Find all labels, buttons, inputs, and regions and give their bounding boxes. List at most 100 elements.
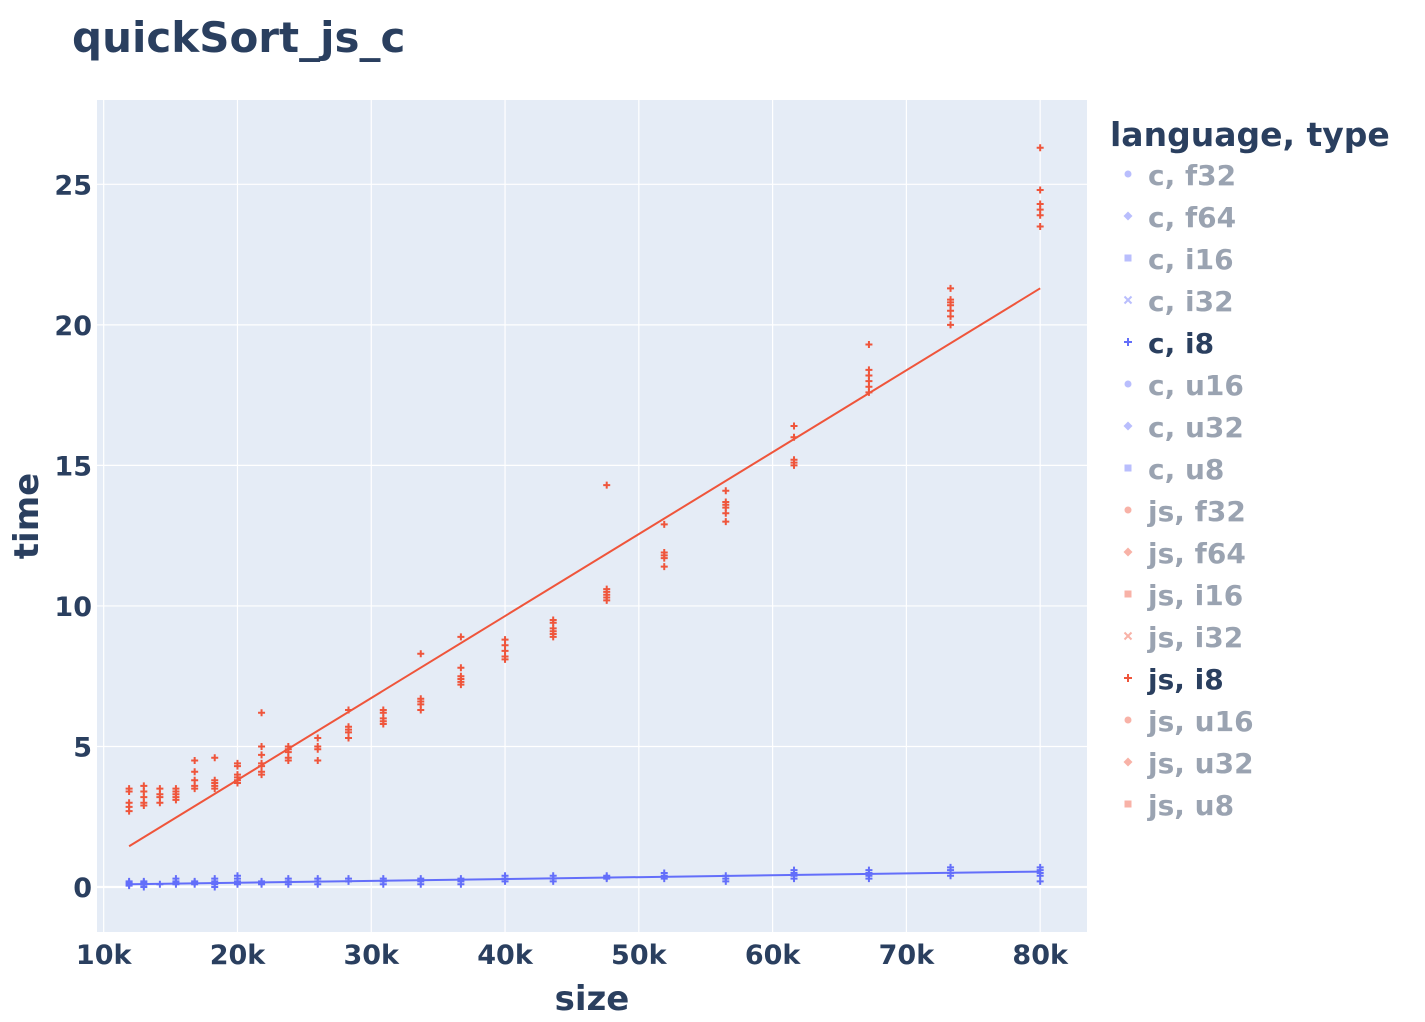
y-tick-label: 0 [73,873,92,904]
grid [97,100,1087,932]
legend-item[interactable]: js, i16 [1124,579,1244,612]
legend-item-label: js, u32 [1147,747,1254,780]
data-point [549,616,557,624]
data-point [1036,186,1044,194]
legend-item-label: js, i32 [1147,621,1243,654]
data-point [1036,222,1044,230]
trend-lines [128,287,1041,886]
data-point [211,875,219,883]
data-point [233,771,241,779]
legend-marker-icon [1123,757,1133,767]
data-point [314,734,322,742]
data-point [211,754,219,762]
x-tick-label: 30k [343,940,400,971]
legend-item[interactable]: c, u32 [1123,411,1244,444]
legend-marker-icon [1124,674,1132,682]
data-point [156,880,164,888]
data-point [258,742,266,750]
legend-title: language, type [1110,115,1390,154]
legend-item[interactable]: js, f32 [1124,495,1246,528]
legend-item[interactable]: c, f64 [1123,201,1237,234]
data-point [191,877,199,885]
data-point [314,757,322,765]
data-point [191,776,199,784]
data-point [233,872,241,880]
data-point [314,742,322,750]
data-point [345,706,353,714]
chart-title: quickSort_js_c [72,13,405,62]
legend-item-label: js, u16 [1147,705,1254,738]
legend-item[interactable]: c, u16 [1124,369,1244,402]
legend-item-label: js, f64 [1147,537,1246,570]
trend-line [128,287,1041,848]
legend-item[interactable]: js, f64 [1123,537,1246,570]
legend-marker-icon [1124,254,1132,262]
data-point [603,585,611,593]
data-point [722,872,730,880]
legend-item[interactable]: js, i8 [1124,663,1224,696]
data-point [284,742,292,750]
legend-item[interactable]: c, i16 [1124,243,1234,276]
y-tick-label: 15 [54,451,92,482]
data-point [501,636,509,644]
legend-item[interactable]: c, i32 [1123,285,1234,318]
y-axis-ticks: 0 5 10 15 20 25 [54,170,92,904]
legend-marker-icon [1123,547,1133,557]
legend-item[interactable]: c, f32 [1124,159,1237,192]
x-tick-label: 10k [76,940,133,971]
data-point [947,321,955,329]
legend-items[interactable]: c, f32 c, f64 c, i16 c, i32 c, i8 c, u16 c, u3… [1123,159,1254,822]
data-point [379,706,387,714]
data-point [140,782,148,790]
legend-item-label: c, f32 [1148,159,1236,192]
data-points [125,144,1044,891]
data-point [947,863,955,871]
legend-marker-icon [1124,716,1132,724]
data-point [233,759,241,767]
data-point [790,433,798,441]
legend-item[interactable]: js, i32 [1123,621,1244,654]
legend-marker-icon [1123,211,1133,221]
data-point [258,709,266,717]
data-point [660,869,668,877]
legend-marker-icon [1123,421,1133,431]
y-axis-label: time [7,473,47,559]
data-point [417,875,425,883]
data-point [1036,200,1044,208]
data-point [603,481,611,489]
x-axis-ticks: 10k 20k 30k 40k 50k 60k 70k 80k [76,940,1069,971]
data-point [947,284,955,292]
x-tick-label: 40k [477,940,534,971]
data-point [284,875,292,883]
legend-item[interactable]: js, u32 [1123,747,1254,780]
legend-marker-icon [1124,380,1132,388]
legend-marker-icon [1124,800,1132,808]
data-point [211,776,219,784]
legend-item[interactable]: c, u8 [1124,453,1225,486]
legend-item[interactable]: js, u8 [1124,789,1235,822]
data-point [947,296,955,304]
legend-item-label: js, i16 [1147,579,1243,612]
data-point [258,759,266,767]
y-tick-label: 20 [54,311,92,342]
legend-marker-icon [1123,631,1133,641]
plot-area [97,100,1087,932]
data-point [865,341,873,349]
x-tick-label: 50k [611,940,668,971]
data-point [1036,144,1044,152]
data-point [191,768,199,776]
data-point [722,518,730,526]
data-point [379,875,387,883]
data-point [125,877,133,885]
legend-item[interactable]: c, i8 [1124,327,1214,360]
y-tick-label: 5 [73,732,92,763]
data-point [790,422,798,430]
trend-line [129,870,1041,886]
data-point [258,877,266,885]
data-point [314,875,322,883]
data-point [258,751,266,759]
legend-item[interactable]: js, u16 [1124,705,1254,738]
legend-marker-icon [1124,464,1132,472]
